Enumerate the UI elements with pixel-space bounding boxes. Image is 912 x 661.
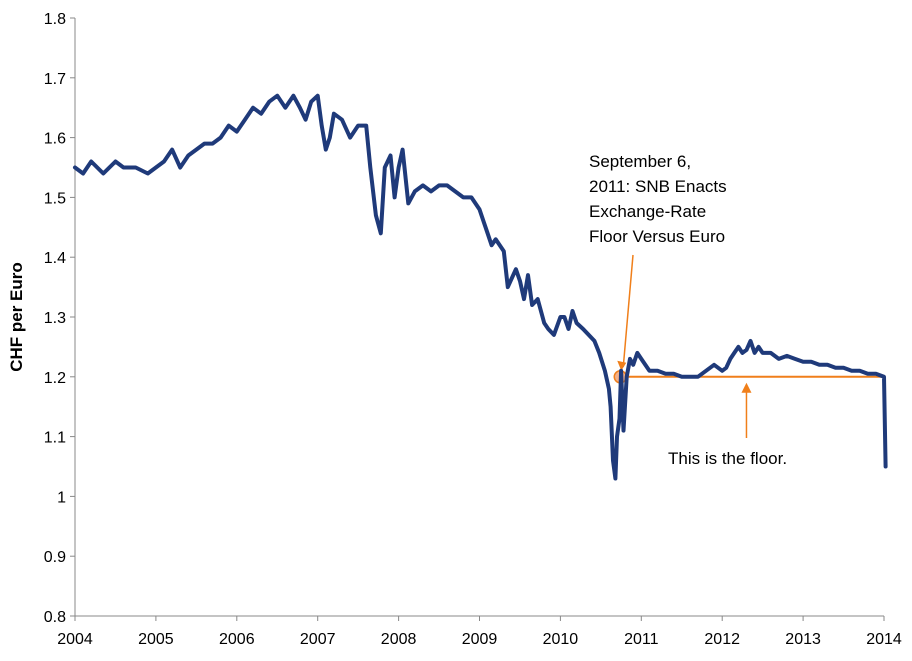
y-tick-label: 1.6 <box>44 131 66 148</box>
annotation-sep6-line2: 2011: SNB Enacts <box>589 177 727 196</box>
annotation-arrow-sep6 <box>622 254 634 367</box>
y-tick-label: 0.9 <box>44 549 66 566</box>
x-tick-label: 2009 <box>462 631 498 648</box>
y-tick-label: 1.5 <box>44 190 66 207</box>
y-tick-label: 1 <box>57 489 66 506</box>
y-tick-label: 1.2 <box>44 370 66 387</box>
y-tick-label: 1.3 <box>44 310 66 327</box>
annotation-sep6-line4: Floor Versus Euro <box>589 227 725 246</box>
y-tick-label: 1.8 <box>44 11 66 28</box>
y-axis-ticks: 0.8 0.9 1 1.1 1.2 1.3 1.4 1.5 1.6 1.7 1.8 <box>44 11 75 626</box>
y-axis-title: CHF per Euro <box>7 262 26 372</box>
axes <box>74 18 884 617</box>
annotation-arrowhead-sep6 <box>617 360 627 371</box>
annotation-floor-text: This is the floor. <box>668 449 787 468</box>
x-tick-label: 2012 <box>704 631 740 648</box>
x-tick-label: 2008 <box>381 631 417 648</box>
y-tick-label: 1.4 <box>44 250 66 267</box>
y-tick-label: 0.8 <box>44 609 66 626</box>
x-tick-label: 2010 <box>543 631 579 648</box>
annotation-sep6-line3: Exchange-Rate <box>589 202 706 221</box>
y-tick-label: 1.7 <box>44 71 66 88</box>
annotation-arrowhead-floor <box>741 382 752 393</box>
x-tick-label: 2014 <box>866 631 902 648</box>
annotation-group: September 6, 2011: SNB Enacts Exchange-R… <box>589 152 787 468</box>
annotation-sep6-line1: September 6, <box>589 152 691 171</box>
x-tick-label: 2005 <box>138 631 174 648</box>
x-axis-ticks: 2004 2005 2006 2007 2008 2009 2010 2011 2012 2013… <box>57 616 902 648</box>
y-tick-label: 1.1 <box>44 430 66 447</box>
series-line <box>73 93 888 481</box>
x-tick-label: 2007 <box>300 631 336 648</box>
x-tick-label: 2013 <box>785 631 821 648</box>
x-tick-label: 2006 <box>219 631 255 648</box>
x-tick-label: 2011 <box>624 631 659 648</box>
x-tick-label: 2004 <box>57 631 93 648</box>
